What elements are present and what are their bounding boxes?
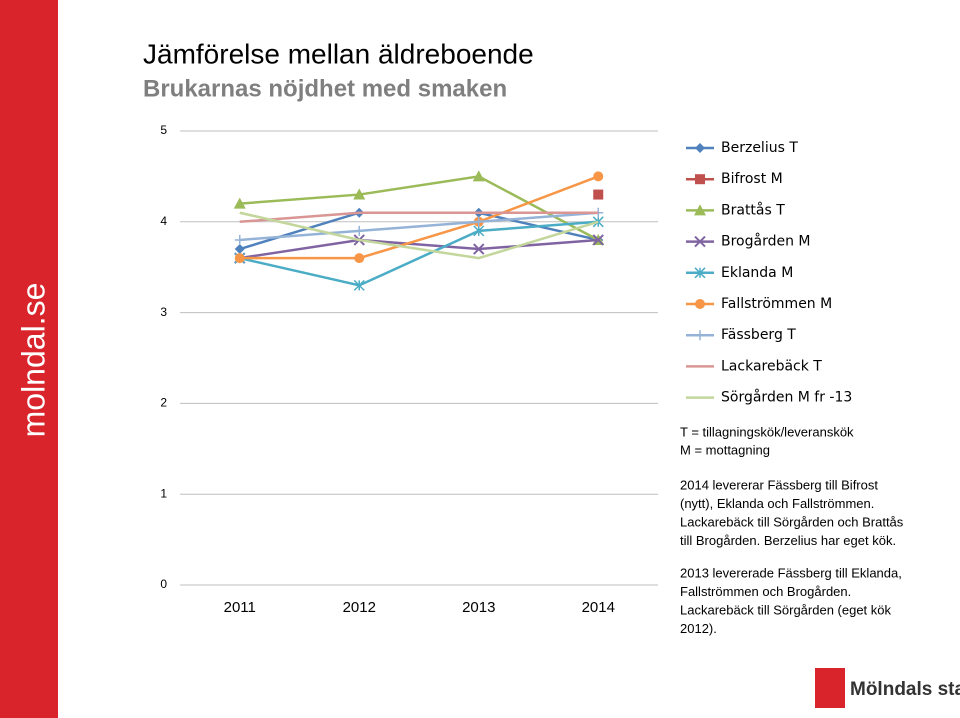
annotation: till Brogården. Berzelius har eget kök. (680, 533, 896, 548)
series-line (239, 220, 599, 287)
data-point (354, 225, 365, 236)
y-tick-label: 1 (160, 486, 167, 500)
data-point (234, 234, 245, 245)
logo-shield (815, 668, 845, 708)
data-point (234, 244, 245, 255)
x-tick-label: 2011 (224, 599, 256, 616)
data-point (353, 279, 365, 291)
annotation: 2012). (680, 621, 717, 636)
series-line (239, 175, 599, 242)
series-line (239, 175, 599, 260)
legend-label: Eklanda M (721, 265, 793, 281)
legend-marker (695, 299, 705, 309)
data-point (472, 170, 485, 182)
legend-marker (695, 143, 705, 153)
legend-marker (694, 235, 706, 248)
annotation: Lackarebäck till Sörgården (eget kök (680, 602, 892, 617)
data-point (593, 171, 604, 182)
x-tick-label: 2014 (582, 599, 615, 616)
y-tick-label: 0 (160, 577, 167, 591)
annotation: Lackarebäck till Sörgården och Brattås (680, 514, 904, 529)
chart-title: Jämförelse mellan äldreboende (143, 38, 534, 69)
data-point (473, 225, 485, 237)
legend-label: Bifrost M (721, 171, 783, 187)
y-tick-label: 5 (160, 123, 167, 137)
x-tick-label: 2012 (343, 599, 376, 616)
annotation: M = mottagning (680, 442, 770, 457)
series-line (239, 211, 599, 260)
legend-label: Fallströmmen M (721, 296, 832, 312)
data-point (592, 234, 604, 246)
annotation: 2014 levererar Fässberg till Bifrost (680, 477, 878, 492)
data-point (234, 253, 245, 264)
x-tick-label: 2013 (462, 599, 495, 616)
annotation: Fallströmmen och Brogården. (680, 584, 851, 599)
data-point (593, 189, 604, 200)
legend-label: Fässberg T (721, 327, 796, 343)
legend-marker (694, 267, 706, 279)
data-point (354, 253, 365, 264)
legend-label: Berzelius T (721, 140, 798, 156)
series-line (239, 238, 599, 260)
legend-marker (694, 204, 706, 216)
data-point (473, 243, 485, 255)
annotation: (nytt), Eklanda och Fallströmmen. (680, 496, 874, 511)
logo-text: Mölndals stad (850, 679, 960, 700)
data-point (353, 188, 366, 200)
data-point (233, 197, 246, 209)
legend-label: Brattås T (721, 201, 785, 218)
annotation: T = tillagningskök/leveranskök (680, 424, 854, 439)
series-line (239, 211, 599, 224)
brand-bar (0, 0, 58, 718)
chart-subtitle: Brukarnas nöjdhet med smaken (143, 75, 507, 102)
series-line (239, 211, 599, 242)
legend-label: Sörgården M fr -13 (721, 389, 852, 406)
y-tick-label: 4 (160, 214, 167, 228)
annotation: 2013 levererade Fässberg till Eklanda, (680, 565, 902, 580)
legend-label: Lackarebäck T (721, 358, 822, 374)
brand-text: molndal.se (15, 283, 51, 438)
legend-marker (695, 330, 705, 341)
legend-marker (695, 174, 705, 185)
data-point (473, 216, 484, 227)
legend-label: Brogården M (721, 233, 811, 250)
y-tick-label: 3 (160, 305, 167, 319)
y-tick-label: 2 (160, 396, 167, 410)
